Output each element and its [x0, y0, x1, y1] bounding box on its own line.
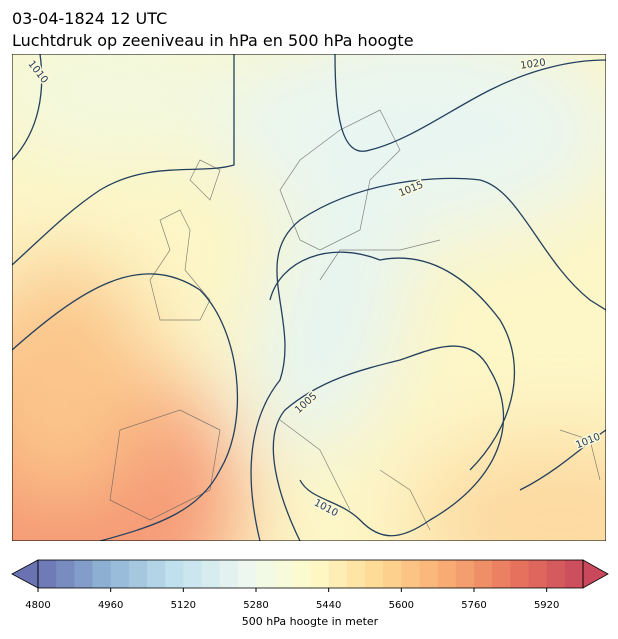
colorbar-segment [147, 560, 166, 588]
subtitle: Luchtdruk op zeeniveau in hPa en 500 hPa… [12, 31, 414, 50]
colorbar-segment [274, 560, 293, 588]
colorbar-segment [328, 560, 348, 588]
colorbar-segment [165, 560, 184, 588]
colorbar-tick-label: 5600 [389, 600, 414, 611]
colorbar-segment [292, 560, 311, 588]
colorbar-segment [528, 560, 548, 588]
colorbar-segment [492, 560, 511, 588]
colorbar-tick-label: 5440 [316, 600, 341, 611]
title: 03-04-1824 12 UTC [12, 9, 167, 28]
colorbar-segment [128, 560, 148, 588]
colorbar-tick-label: 5120 [171, 600, 196, 611]
colorbar: 4800 4960 5120 5280 5440 5600 5760 5920 [11, 559, 609, 611]
colorbar-segment [201, 560, 221, 588]
colorbar-frame [37, 559, 584, 589]
colorbar-tick-label: 5280 [243, 600, 268, 611]
colorbar-tick-label: 4960 [98, 600, 123, 611]
colorbar-segment [383, 560, 402, 588]
colorbar-segment [310, 560, 330, 588]
colorbar-segment [74, 560, 93, 588]
colorbar-segment [437, 560, 457, 588]
colorbar-segment [510, 560, 529, 588]
colorbar-extend-high [582, 559, 609, 589]
colorbar-segment [564, 560, 584, 588]
colorbar-segment [365, 560, 384, 588]
colorbar-segment [474, 560, 493, 588]
colorbar-segment [237, 560, 257, 588]
colorbar-segment [38, 560, 57, 588]
colorbar-segment [419, 560, 439, 588]
colorbar-segment [256, 560, 275, 588]
isobar-label: 1020 [520, 57, 547, 71]
colorbar-tick-label: 4800 [25, 600, 50, 611]
colorbar-segment [110, 560, 130, 588]
colorbar-segment [401, 560, 420, 588]
colorbar-segment [546, 560, 566, 588]
colorbar-segment [56, 560, 75, 588]
colorbar-segment [92, 560, 112, 588]
colorbar-extend-low [11, 559, 39, 589]
colorbar-segment [183, 560, 202, 588]
colorbar-segment [219, 560, 239, 588]
colorbar-label: 500 hPa hoogte in meter [242, 615, 379, 628]
colorbar-tick-label: 5760 [461, 600, 486, 611]
colorbar-segment [346, 560, 366, 588]
colorbar-segment [455, 560, 475, 588]
colorbar-tick-label: 5920 [534, 600, 559, 611]
